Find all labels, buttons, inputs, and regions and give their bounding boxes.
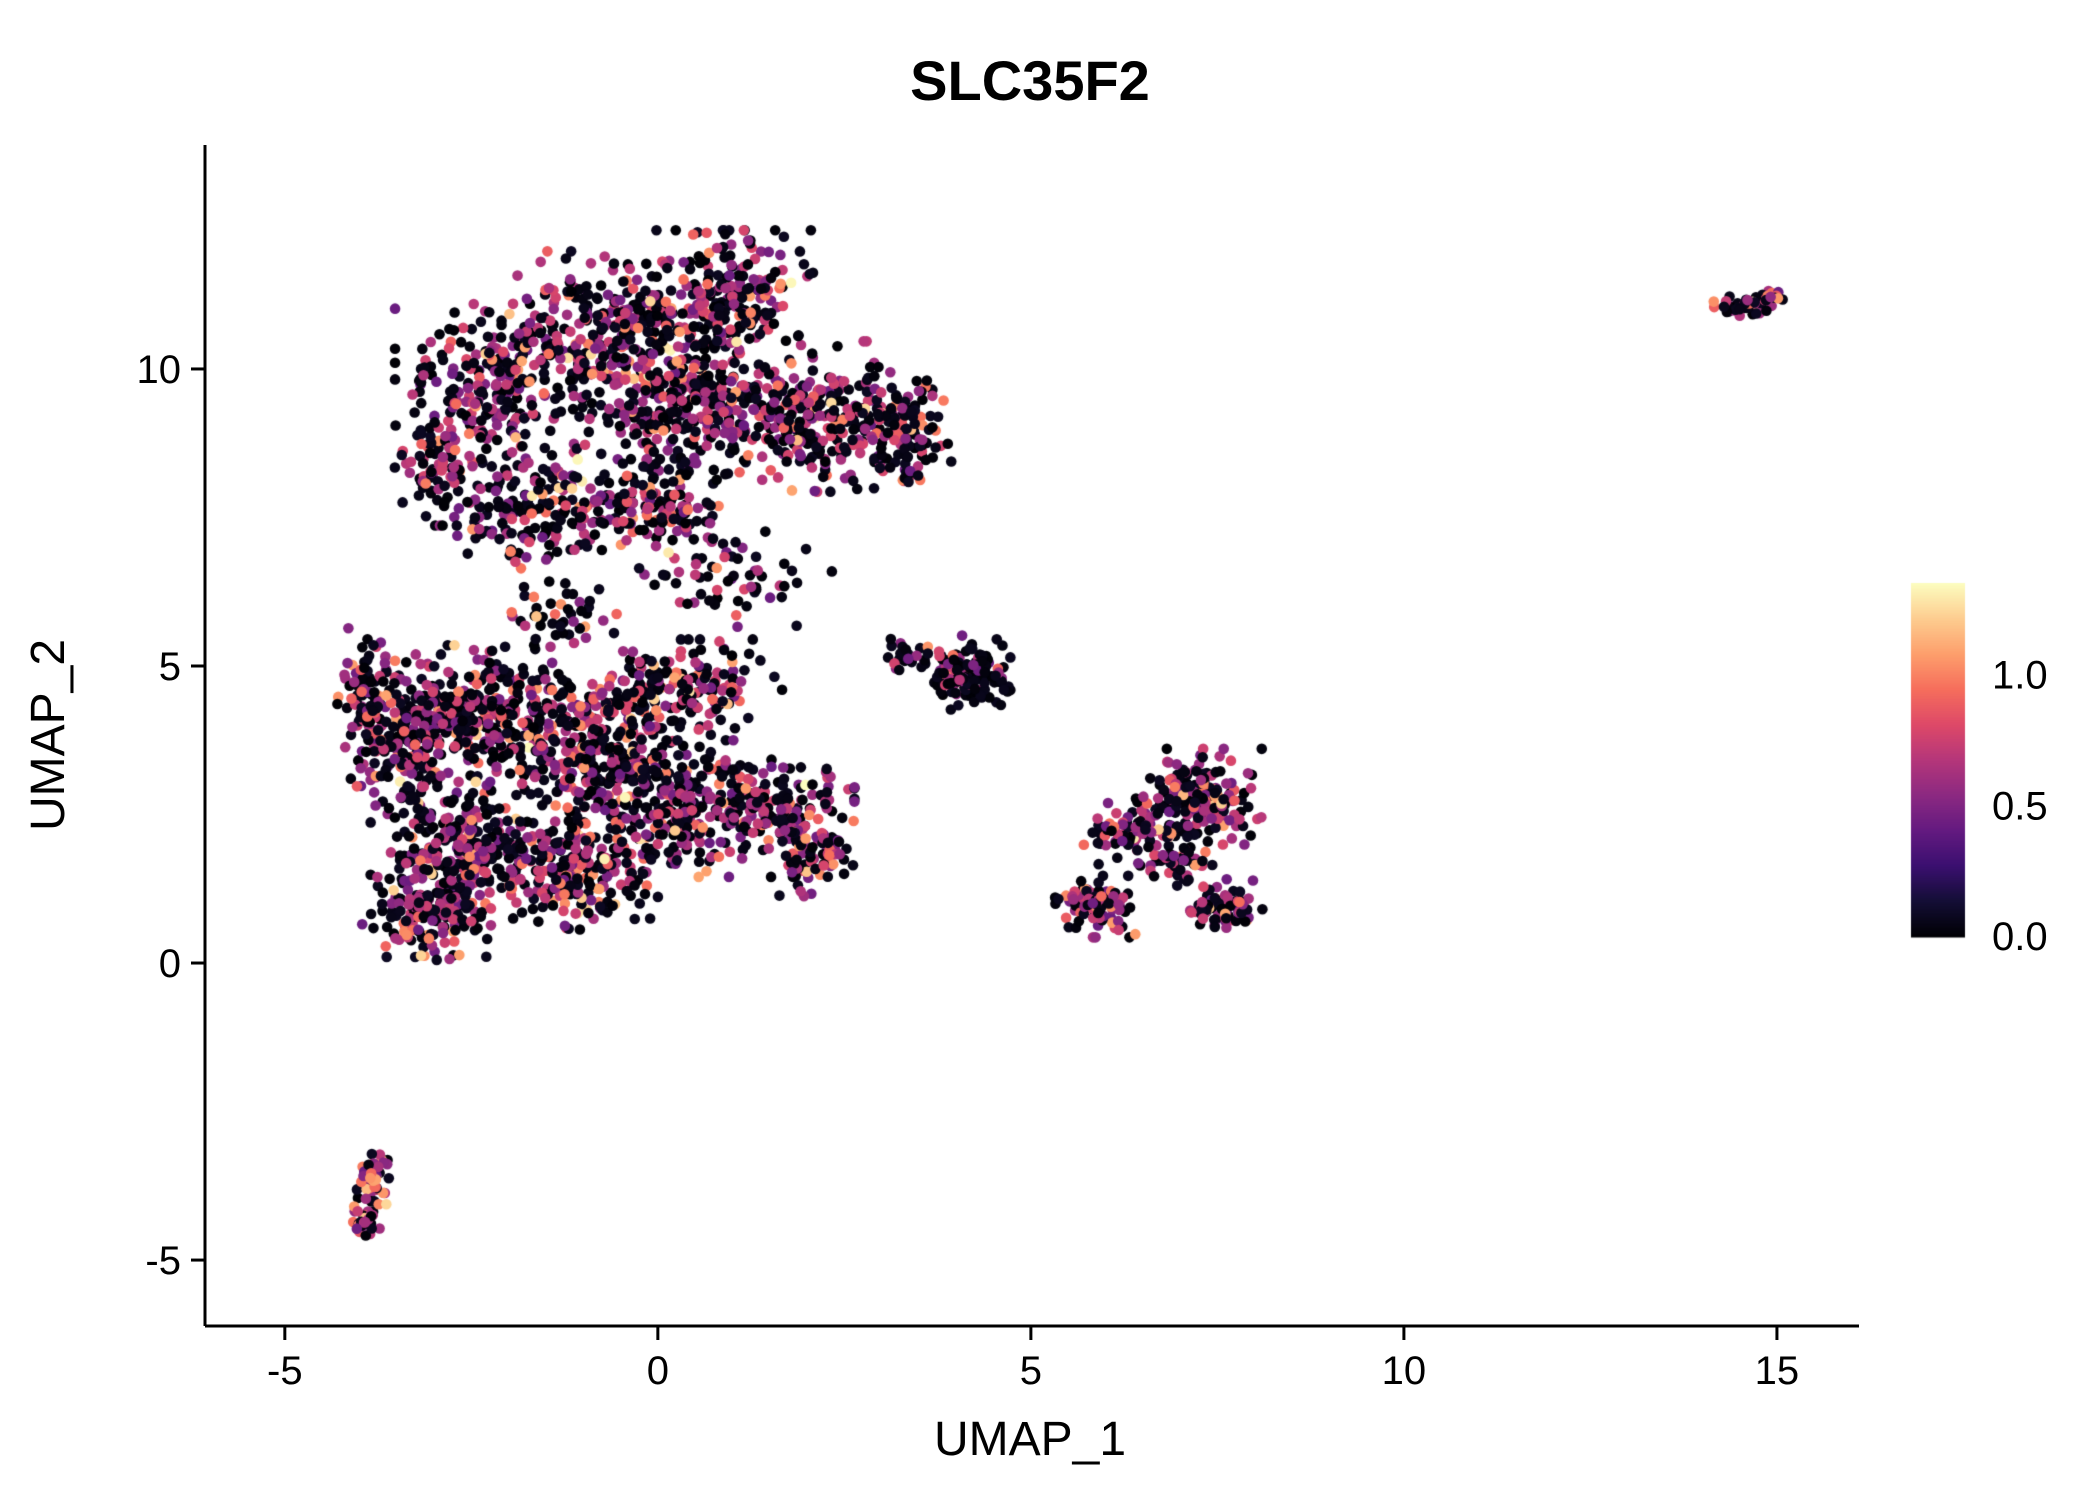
x-tick-label-0: 0 (647, 1349, 669, 1393)
plot-title: SLC35F2 (910, 49, 1150, 112)
y-tick-label--5: -5 (145, 1239, 181, 1283)
y-tick-label-5: 5 (159, 645, 181, 689)
x-tick-label-5: 5 (1020, 1349, 1042, 1393)
x-tick-label--5: -5 (267, 1349, 303, 1393)
y-tick-label-10: 10 (137, 348, 182, 392)
x-axis-label: UMAP_1 (934, 1413, 1126, 1466)
x-tick-label-10: 10 (1382, 1349, 1427, 1393)
y-axis-label: UMAP_2 (22, 639, 75, 831)
x-tick-label-15: 15 (1755, 1349, 1800, 1393)
colorbar-tick-label-1.0: 1.0 (1992, 654, 2048, 698)
colorbar-tick-label-0.0: 0.0 (1992, 915, 2048, 959)
colorbar-tick-label-0.5: 0.5 (1992, 784, 2048, 828)
axes-group: -5 0 5 10 15 -5 0 5 10 (137, 145, 1859, 1393)
colorbar-labels: 0.0 0.5 1.0 (1992, 654, 2048, 959)
y-tick-label-0: 0 (159, 942, 181, 986)
